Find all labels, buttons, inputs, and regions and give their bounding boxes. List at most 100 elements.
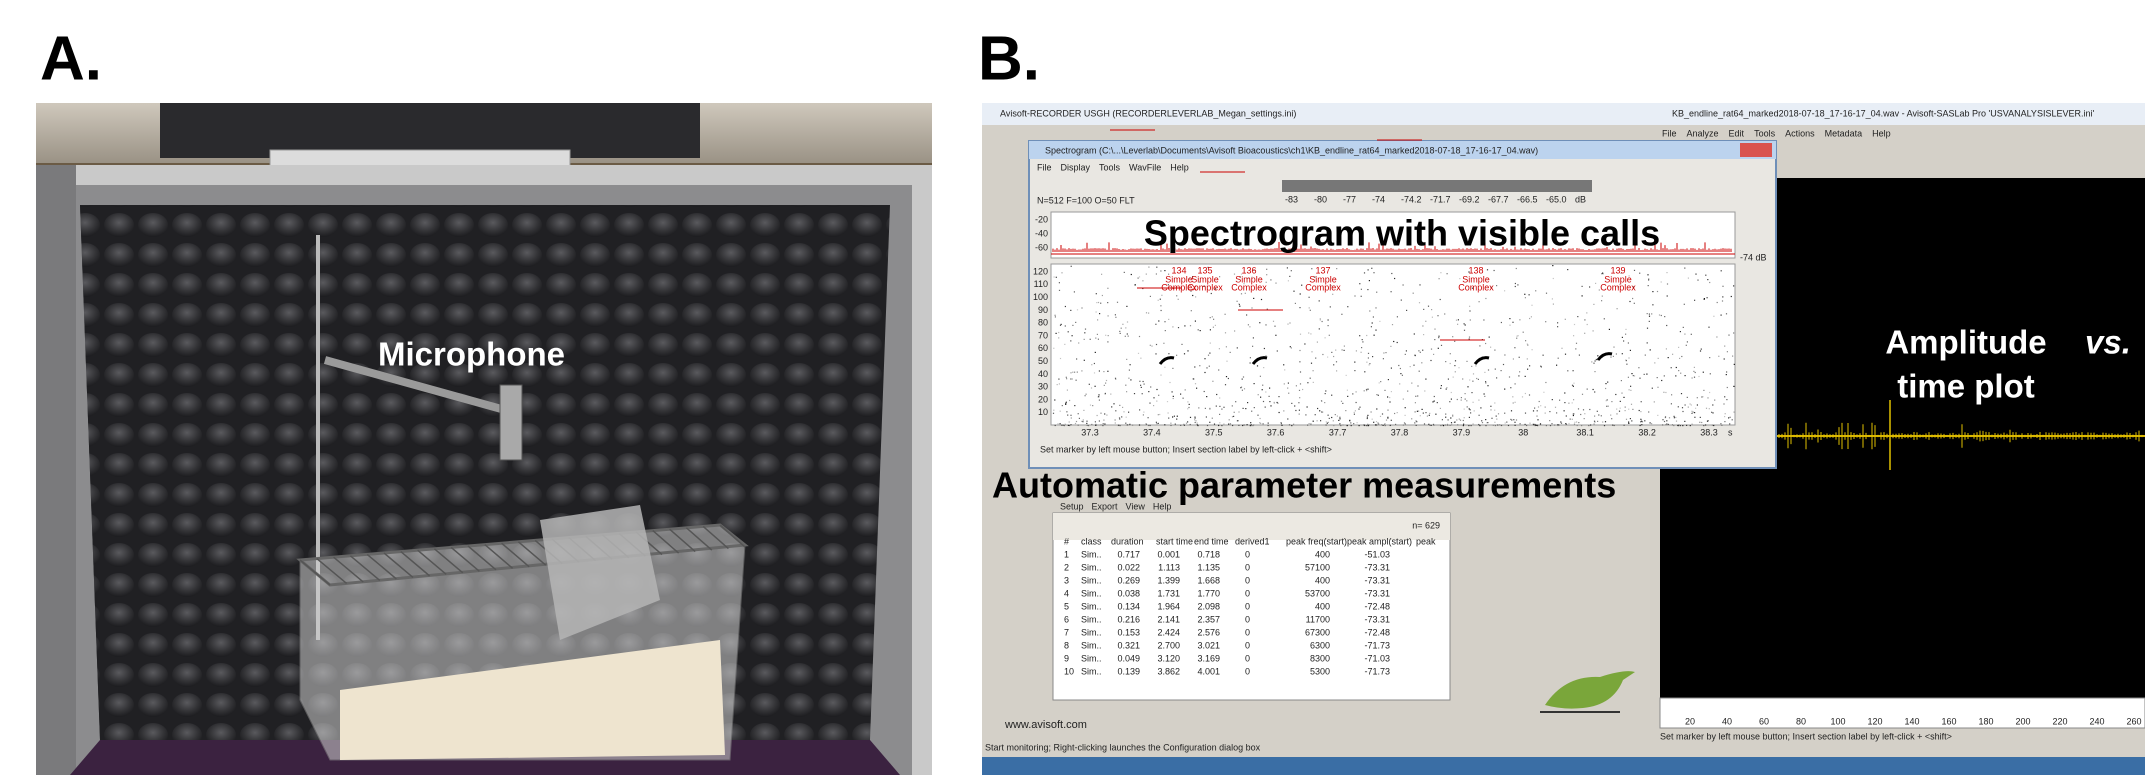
noise	[1184, 325, 1186, 327]
noise	[1699, 421, 1701, 423]
noise	[1504, 412, 1506, 414]
noise	[1070, 424, 1072, 426]
noise	[1333, 425, 1335, 427]
noise	[1673, 417, 1675, 419]
call-label: Complex	[1231, 282, 1267, 292]
noise	[1085, 393, 1087, 395]
noise	[1252, 425, 1254, 427]
noise	[1072, 371, 1074, 373]
noise	[1696, 397, 1698, 399]
noise	[1685, 344, 1687, 346]
noise	[1627, 376, 1629, 378]
noise	[1148, 312, 1150, 314]
noise	[1082, 421, 1084, 423]
noise	[1206, 367, 1208, 369]
noise	[1318, 328, 1320, 330]
noise	[1665, 423, 1667, 426]
noise	[1327, 325, 1329, 327]
noise	[1354, 295, 1356, 297]
menu-item: Edit	[1729, 128, 1745, 138]
noise	[1500, 424, 1502, 427]
bar-wire	[484, 544, 514, 569]
noise	[1581, 425, 1583, 427]
noise	[1678, 370, 1680, 372]
cell: 0.216	[1117, 614, 1140, 624]
noise	[1334, 414, 1336, 416]
noise	[1394, 277, 1396, 280]
noise	[1390, 419, 1392, 421]
noise	[1711, 424, 1713, 426]
noise	[1299, 333, 1302, 335]
noise	[1120, 327, 1122, 329]
noise	[1375, 329, 1377, 331]
bird	[1545, 671, 1635, 709]
cell: 8	[1064, 640, 1069, 650]
noise	[1621, 336, 1623, 338]
close-button[interactable]	[1740, 143, 1772, 157]
noise	[1467, 386, 1469, 388]
noise	[1289, 322, 1291, 324]
noise	[1104, 423, 1106, 425]
noise	[1097, 338, 1099, 340]
cell: 1	[1064, 549, 1069, 559]
noise	[1057, 423, 1059, 425]
noise	[1490, 346, 1492, 348]
noise	[1187, 421, 1189, 423]
noise	[1450, 417, 1452, 419]
noise	[1269, 401, 1271, 403]
noise	[1514, 401, 1516, 403]
noise	[1073, 291, 1075, 293]
noise	[1400, 373, 1402, 375]
cell: 2.424	[1157, 627, 1180, 637]
column-header: #	[1064, 536, 1069, 546]
noise	[1199, 330, 1201, 332]
cell: 0	[1245, 666, 1250, 676]
annotation: Automatic parameter measurements	[992, 465, 1616, 506]
noise	[1103, 384, 1105, 386]
noise	[1196, 387, 1198, 389]
noise	[1647, 285, 1649, 287]
noise	[1452, 414, 1454, 416]
noise	[1125, 422, 1127, 424]
y-tick-label: 20	[1038, 394, 1048, 404]
bar-wire	[652, 530, 680, 554]
noise	[1576, 424, 1578, 427]
noise	[1340, 425, 1342, 427]
noise	[1692, 411, 1694, 413]
noise	[1539, 423, 1542, 425]
noise	[1469, 305, 1471, 307]
noise	[1684, 333, 1686, 335]
noise	[1376, 408, 1378, 410]
cell: 400	[1315, 549, 1330, 559]
noise	[1137, 277, 1139, 279]
noise	[1381, 413, 1384, 415]
noise	[1218, 424, 1220, 426]
noise	[1527, 368, 1529, 370]
noise	[1102, 423, 1104, 425]
cell: 0.022	[1117, 562, 1140, 572]
noise	[1432, 423, 1435, 425]
noise	[1315, 357, 1317, 359]
noise	[1633, 269, 1636, 271]
column-header: peak ampl(start)	[1347, 536, 1412, 546]
noise	[1059, 324, 1062, 326]
noise	[1308, 423, 1310, 425]
noise	[1277, 402, 1279, 404]
noise	[1551, 423, 1553, 425]
noise	[1129, 423, 1131, 425]
noise	[1070, 309, 1072, 311]
noise	[1679, 331, 1681, 333]
noise	[1691, 377, 1693, 379]
noise	[1365, 388, 1368, 391]
noise	[1686, 424, 1688, 426]
noise	[1666, 283, 1669, 285]
noise	[1510, 387, 1512, 389]
noise	[1470, 412, 1472, 414]
noise	[1434, 339, 1436, 341]
cell: 0	[1245, 653, 1250, 663]
noise	[1263, 347, 1265, 350]
noise	[1320, 420, 1322, 422]
noise	[1098, 399, 1100, 401]
noise	[1138, 276, 1141, 278]
